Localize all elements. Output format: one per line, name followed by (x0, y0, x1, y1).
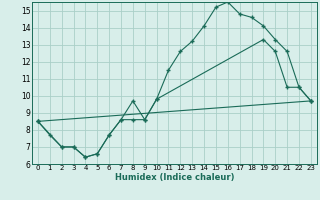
X-axis label: Humidex (Indice chaleur): Humidex (Indice chaleur) (115, 173, 234, 182)
